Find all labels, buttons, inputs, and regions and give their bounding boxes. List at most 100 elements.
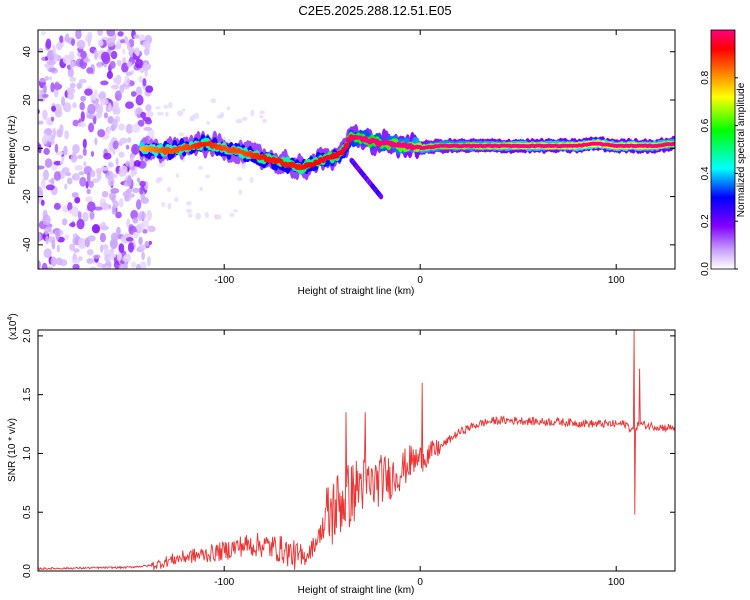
spectrogram-ticks: -100 0 100 -40 -20 0 20 40: [22, 30, 675, 286]
noise-blob: [259, 110, 266, 115]
noise-blob: [125, 236, 134, 242]
noise-blob: [109, 60, 116, 69]
noise-blob: [135, 107, 143, 115]
noise-blob: [45, 184, 55, 191]
noise-blob: [195, 212, 202, 220]
ridge-cell: [339, 149, 345, 156]
noise-blob: [84, 88, 93, 96]
noise-blob: [88, 122, 95, 133]
noise-blob: [56, 244, 60, 253]
noise-blob: [47, 60, 56, 66]
noise-blob: [155, 177, 161, 184]
noise-blob: [77, 154, 84, 159]
noise-blob: [155, 106, 161, 110]
noise-blob: [143, 126, 153, 131]
noise-blob: [74, 196, 81, 204]
noise-blob: [125, 71, 133, 76]
noise-blob: [135, 199, 142, 210]
noise-blob: [110, 50, 118, 60]
noise-blob: [91, 224, 100, 234]
y-tick-label: 40: [22, 46, 33, 58]
noise-blob: [75, 30, 82, 40]
noise-blob: [116, 59, 122, 67]
noise-blob: [148, 240, 152, 245]
noise-blob: [137, 211, 147, 221]
noise-blob: [156, 111, 164, 116]
noise-blob: [59, 124, 64, 133]
colorbar-tick-label: 0.2: [700, 214, 711, 228]
colorbar-ticks: 0.0 0.2 0.4 0.6 0.8: [700, 70, 738, 276]
noise-blob: [76, 39, 86, 50]
noise-blob: [97, 39, 104, 47]
noise-blob: [144, 240, 150, 247]
noise-blob: [42, 84, 47, 94]
noise-blob: [77, 210, 82, 220]
ridge-cell: [343, 142, 350, 149]
noise-blob: [95, 100, 99, 110]
noise-blob: [161, 201, 166, 208]
noise-blob: [43, 147, 50, 155]
noise-blob: [55, 151, 64, 156]
noise-blob: [100, 80, 109, 86]
branch-cell: [378, 193, 384, 200]
noise-blob: [87, 201, 96, 212]
noise-blob: [50, 82, 55, 93]
noise-blob: [67, 91, 74, 100]
noise-blob: [103, 112, 109, 119]
spectrogram-image: [38, 30, 675, 269]
noise-blob: [233, 209, 238, 213]
noise-blob: [67, 67, 74, 78]
noise-blob: [116, 226, 121, 236]
y-tick-label: 0.5: [22, 505, 33, 519]
noise-blob: [147, 128, 155, 139]
noise-blob: [131, 187, 140, 194]
colorbar-gradient: [710, 29, 736, 270]
noise-blob: [215, 214, 222, 220]
noise-blob: [133, 160, 141, 168]
noise-blob: [120, 234, 130, 244]
noise-blob: [113, 101, 120, 109]
noise-blob: [69, 243, 76, 251]
noise-blob: [139, 180, 146, 187]
noise-blob: [87, 235, 96, 242]
noise-blob: [55, 257, 63, 266]
chart-title: C2E5.2025.288.12.51.E05: [298, 3, 451, 18]
noise-blob: [112, 200, 119, 209]
noise-blob: [89, 266, 98, 269]
noise-blob: [118, 151, 125, 158]
noise-blob: [43, 248, 52, 258]
noise-blob: [53, 171, 61, 181]
noise-blob: [199, 186, 204, 192]
noise-blob: [44, 158, 53, 168]
noise-blob: [55, 229, 60, 241]
colorbar-tick-label: 0.4: [700, 166, 711, 180]
noise-blob: [204, 211, 210, 219]
noise-blob: [79, 101, 85, 111]
noise-blob: [42, 93, 49, 98]
noise-blob: [72, 143, 80, 154]
noise-blob: [250, 109, 255, 117]
noise-blob: [74, 164, 83, 171]
noise-blob: [163, 104, 169, 110]
noise-blob: [126, 175, 132, 187]
colorbar-tick-label: 0.0: [700, 262, 711, 276]
noise-blob: [38, 165, 45, 170]
noise-blob: [110, 84, 120, 90]
noise-blob: [53, 202, 61, 210]
noise-blob: [48, 76, 53, 81]
noise-blob: [206, 121, 211, 125]
x-tick-label: 0: [417, 275, 423, 286]
noise-blob: [130, 91, 137, 97]
noise-blob: [187, 213, 193, 218]
noise-blob: [87, 31, 93, 39]
noise-blob: [54, 109, 63, 118]
noise-blob: [62, 102, 72, 113]
noise-blob: [86, 172, 91, 183]
noise-blob: [89, 211, 95, 220]
noise-blob: [83, 161, 87, 167]
noise-blob: [79, 176, 87, 187]
snr-multiplier: (x104): [7, 313, 19, 340]
noise-blob: [145, 110, 154, 118]
colorbar-label: Normalized spectral amplitude: [736, 82, 747, 217]
noise-blob: [44, 75, 50, 81]
